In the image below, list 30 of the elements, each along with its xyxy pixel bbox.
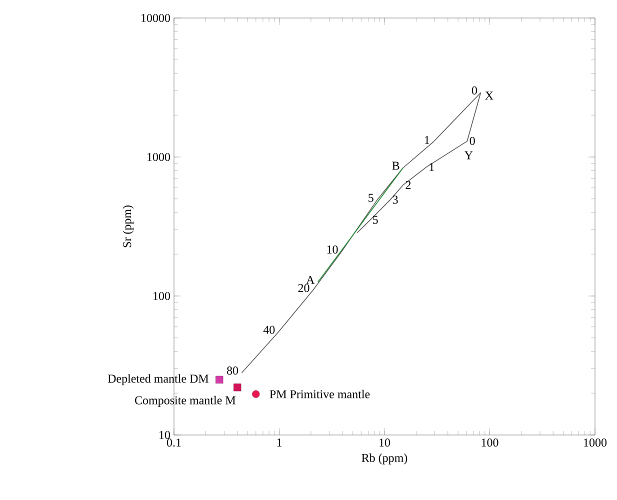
annotation: X [485,92,494,100]
annotation: 5 [368,194,374,202]
annotation: 0 [472,86,478,95]
y-tick-label: 10 [160,430,170,440]
annotation: 1 [425,136,430,144]
annotation: 10 [327,245,338,254]
series-label: PM Primitive mantle [270,390,370,398]
series-label: Composite mantle M [134,396,236,407]
x-axis-title: Rb (ppm) [362,454,408,464]
y-tick-label: 100 [154,292,170,300]
x-tick-label: 100 [482,438,498,447]
series-label: Depleted mantle DM [108,374,209,386]
annotation: 20 [298,284,310,292]
annotation: B [392,162,400,170]
annotation: 0 [470,136,475,145]
y-axis-title: Sr (ppm) [122,206,134,248]
x-tick-label: 10 [380,438,390,447]
x-tick-label: 0.1 [166,438,181,447]
annotation: A [306,276,315,284]
y-tick-label: 10000 [142,14,170,22]
annotation: 1 [430,162,434,171]
annotation: 5 [373,216,378,224]
annotation: 80 [226,366,238,375]
annotation: 3 [392,196,398,204]
annotation: Y [464,151,473,160]
annotation: 40 [263,326,275,334]
x-tick-label: 1 [277,438,282,446]
annotation: 2 [406,180,411,189]
x-tick-label: 1000 [584,438,607,447]
y-tick-label: 1000 [148,152,170,162]
